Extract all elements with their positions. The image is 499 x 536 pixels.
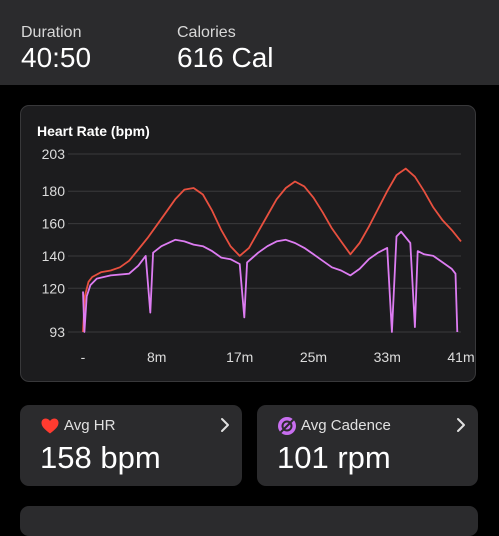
- heart-rate-chart-card: 93 120 140 160 180 203 - 8m 17m 25m 33m 41m Heart …: [20, 105, 476, 382]
- x-tick-label: 33m: [374, 349, 401, 365]
- chart-title: Heart Rate (bpm): [37, 123, 150, 139]
- avg-hr-label: Avg HR: [64, 417, 116, 434]
- y-tick-label: 160: [42, 216, 66, 232]
- summary-header: Duration 40:50 Calories 616 Cal: [0, 0, 499, 85]
- x-tick-label: 41m: [447, 349, 474, 365]
- calories-label: Calories: [177, 24, 236, 41]
- avg-hr-value: 158 bpm: [40, 440, 161, 475]
- y-tick-label: 93: [49, 324, 65, 340]
- heart-icon: [41, 418, 59, 434]
- avg-cadence-card[interactable]: Avg Cadence 101 rpm: [257, 405, 478, 486]
- series-line-2: [82, 230, 459, 333]
- chevron-right-icon: [457, 418, 465, 432]
- x-tick-label: 25m: [300, 349, 327, 365]
- avg-cadence-value: 101 rpm: [277, 440, 391, 475]
- x-tick-label: -: [81, 349, 86, 365]
- x-tick-label: 8m: [147, 349, 166, 365]
- avg-hr-card[interactable]: Avg HR 158 bpm: [20, 405, 242, 486]
- duration-value: 40:50: [21, 42, 92, 73]
- y-tick-label: 140: [42, 248, 66, 264]
- series-line-1: [82, 167, 462, 333]
- y-tick-label: 203: [42, 146, 66, 162]
- chevron-right-icon: [221, 418, 229, 432]
- next-card[interactable]: [20, 506, 478, 536]
- y-tick-label: 180: [42, 183, 66, 199]
- heart-rate-chart: 93 120 140 160 180 203 - 8m 17m 25m 33m 41m: [42, 146, 475, 365]
- y-tick-label: 120: [42, 280, 66, 296]
- calories-value: 616 Cal: [177, 42, 274, 73]
- avg-cadence-label: Avg Cadence: [301, 417, 391, 434]
- x-tick-label: 17m: [226, 349, 253, 365]
- duration-label: Duration: [21, 24, 82, 41]
- cadence-icon: [278, 417, 296, 435]
